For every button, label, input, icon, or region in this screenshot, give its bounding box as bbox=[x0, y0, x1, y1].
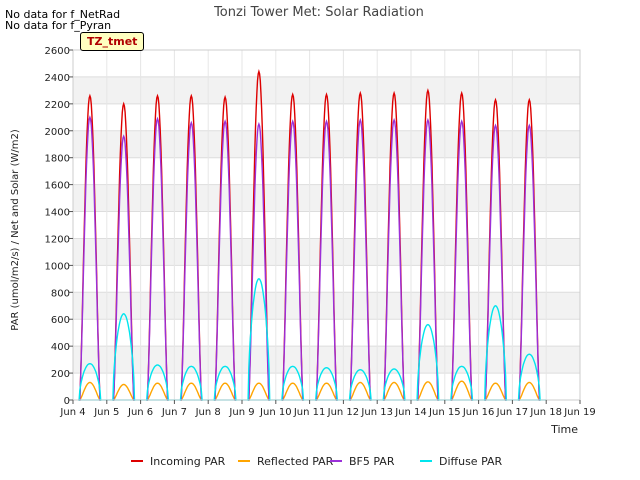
y-tick-label: 800 bbox=[51, 288, 70, 299]
y-tick-label: 400 bbox=[51, 342, 70, 353]
grid-band bbox=[73, 184, 580, 212]
y-tick-label: 2000 bbox=[45, 127, 70, 138]
x-tick-label: Jun 12 bbox=[327, 407, 360, 418]
series-line-bf5-par bbox=[79, 115, 541, 401]
x-tick-label: Jun 19 bbox=[563, 407, 596, 418]
no-data-netrad: No data for f_NetRad bbox=[5, 8, 121, 21]
series-line-incoming-par bbox=[79, 69, 541, 401]
x-tick-label: Jun 5 bbox=[93, 407, 119, 418]
series-line-reflected-par bbox=[79, 380, 541, 401]
grid-band bbox=[73, 238, 580, 266]
y-tick-label: 0 bbox=[64, 396, 70, 407]
site-badge: TZ_tmet bbox=[80, 32, 145, 51]
grid-band bbox=[73, 76, 580, 104]
legend-label: BF5 PAR bbox=[349, 455, 395, 468]
y-tick-label: 2600 bbox=[45, 46, 70, 57]
series-line-diffuse-par bbox=[78, 277, 541, 401]
x-tick-label: Jun 15 bbox=[428, 407, 461, 418]
y-tick-label: 1600 bbox=[45, 181, 70, 192]
no-data-pyran: No data for f_Pyran bbox=[5, 19, 112, 32]
x-tick-label: Jun 16 bbox=[462, 407, 495, 418]
x-tick-label: Jun 4 bbox=[59, 407, 85, 418]
y-tick-label: 1400 bbox=[45, 208, 70, 219]
legend: Incoming PAR Reflected PAR BF5 PAR Diffuse … bbox=[131, 455, 503, 468]
x-tick-label: Jun 18 bbox=[529, 407, 562, 418]
x-axis-label: Time bbox=[550, 423, 578, 436]
y-tick-label: 1000 bbox=[45, 261, 70, 272]
x-tick-label: Jun 7 bbox=[161, 407, 187, 418]
grid-band bbox=[73, 346, 580, 374]
y-tick-label: 1200 bbox=[45, 234, 70, 245]
x-tick-label: Jun 11 bbox=[293, 407, 326, 418]
y-tick-label: 200 bbox=[51, 369, 70, 380]
y-tick-label: 600 bbox=[51, 315, 70, 326]
x-tick-label: Jun 17 bbox=[496, 407, 529, 418]
y-axis-label: PAR (umol/m2/s) / Net and Solar (W/m2) bbox=[10, 129, 21, 331]
y-tick-label: 1800 bbox=[45, 154, 70, 165]
legend-label: Reflected PAR bbox=[257, 455, 334, 468]
plot-frame bbox=[72, 49, 581, 401]
legend-label: Diffuse PAR bbox=[439, 455, 503, 468]
x-tick-label: Jun 10 bbox=[259, 407, 292, 418]
x-tick-label: Jun 14 bbox=[394, 407, 427, 418]
x-tick-label: Jun 8 bbox=[195, 407, 221, 418]
y-tick-label: 2400 bbox=[45, 73, 70, 84]
chart-title: Tonzi Tower Met: Solar Radiation bbox=[213, 5, 424, 20]
y-tick-label: 2200 bbox=[45, 100, 70, 111]
x-tick-label: Jun 13 bbox=[360, 407, 393, 418]
x-tick-label: Jun 6 bbox=[127, 407, 153, 418]
grid-band bbox=[73, 292, 580, 320]
x-tick-label: Jun 9 bbox=[228, 407, 254, 418]
grid-band bbox=[73, 130, 580, 158]
legend-label: Incoming PAR bbox=[150, 455, 226, 468]
